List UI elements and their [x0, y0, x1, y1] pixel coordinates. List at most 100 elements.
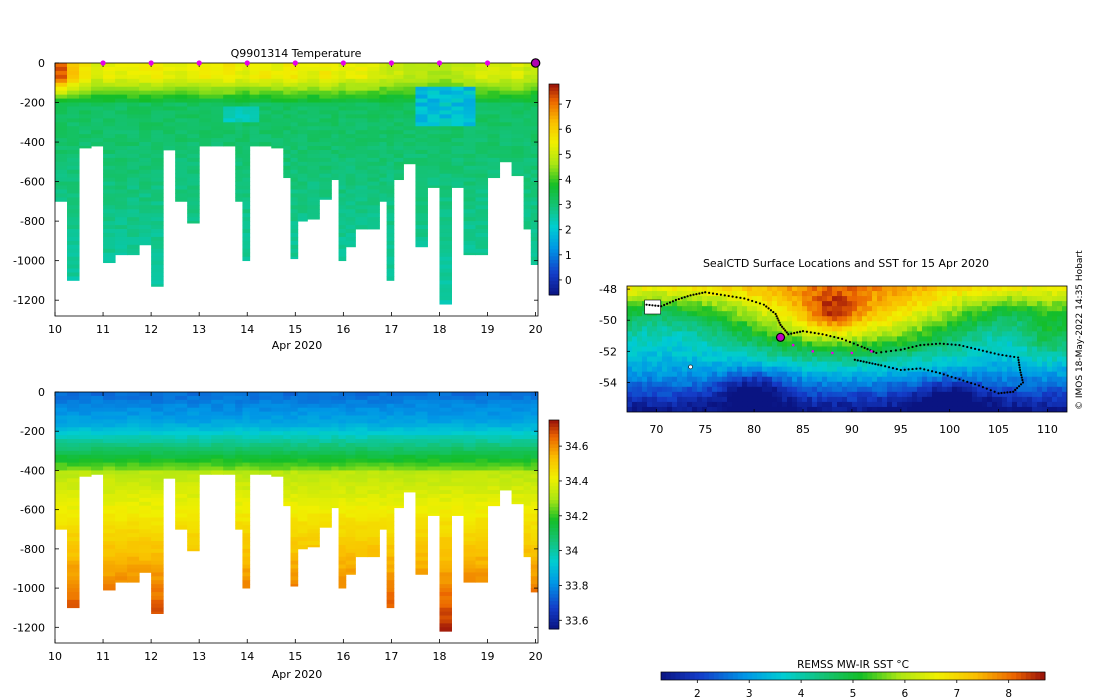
salinity-cell [338, 517, 347, 522]
sst-cell [757, 326, 763, 332]
salinity-cell [367, 466, 380, 471]
salinity-cell [367, 439, 380, 444]
temperature-cell [475, 153, 489, 159]
salinity-cell [511, 482, 525, 487]
temperature-cell [523, 114, 532, 119]
salinity-cell [139, 395, 152, 401]
temperature-cell [475, 118, 489, 123]
sst-cell [727, 301, 733, 307]
salinity-cell [103, 442, 116, 448]
temperature-cell [331, 165, 340, 171]
salinity-cell [319, 497, 332, 503]
salinity-cell [338, 521, 347, 526]
salinity-cell [523, 450, 532, 456]
sst-cell [922, 326, 928, 332]
salinity-cell [463, 478, 477, 483]
x-tick-label: 20 [529, 650, 543, 663]
sst-cell [777, 311, 783, 317]
temperature-cell [290, 134, 299, 139]
temperature-cell [427, 142, 440, 147]
temperature-cell [297, 193, 308, 198]
salinity-cell [115, 517, 128, 522]
sst-cell [657, 356, 663, 363]
temperature-cell [103, 240, 116, 246]
salinity-cell [523, 403, 532, 409]
colorbar-segment [549, 277, 559, 282]
sst-cell [887, 341, 893, 348]
sst-cell [667, 311, 673, 317]
sst-cell [1027, 291, 1033, 297]
colorbar-segment [549, 287, 559, 292]
salinity-cell [386, 442, 395, 448]
temperature-cell [223, 74, 236, 80]
temperature-cell [283, 78, 291, 84]
sst-cell [992, 296, 998, 302]
sst-cell [692, 341, 698, 348]
temperature-cell [151, 260, 164, 266]
sst-cell [1022, 331, 1028, 337]
sst-cell [692, 286, 698, 292]
sst-cell [927, 316, 933, 322]
temperature-cell [499, 118, 513, 123]
sst-cell [967, 346, 973, 353]
salinity-cell [319, 450, 332, 456]
temperature-cell [163, 82, 176, 88]
sst-cell [962, 301, 968, 307]
temperature-cell [439, 229, 452, 234]
temperature-cell [355, 122, 368, 127]
sst-cell [642, 321, 648, 327]
sst-cell [1057, 306, 1063, 312]
salinity-cell [163, 446, 176, 452]
salinity-cell [386, 599, 395, 605]
salinity-cell [511, 454, 525, 460]
temperature-cell [187, 205, 200, 210]
temperature-cell [103, 189, 116, 194]
salinity-cell [290, 568, 299, 573]
temperature-cell [338, 256, 347, 262]
temperature-cell [415, 240, 428, 246]
temperature-cell [91, 118, 104, 123]
temperature-cell [163, 94, 176, 99]
salinity-cell [499, 415, 513, 420]
salinity-cell [511, 411, 525, 416]
sst-cell [907, 301, 913, 307]
sst-cell [772, 351, 778, 358]
temperature-cell [487, 110, 501, 115]
colorbar-segment [549, 203, 559, 208]
salinity-cell [487, 407, 501, 413]
sst-cell [707, 286, 713, 292]
temperature-cell [511, 63, 525, 68]
temperature-cell [530, 209, 538, 214]
temperature-cell [386, 260, 395, 266]
salinity-cell [345, 556, 356, 562]
temperature-cell [67, 70, 80, 76]
sst-cell [1037, 311, 1043, 317]
sst-cell [687, 336, 693, 343]
y-tick-label: -200 [20, 425, 45, 438]
temperature-cell [499, 66, 513, 72]
temperature-cell [530, 169, 538, 175]
temperature-cell [355, 173, 368, 179]
temperature-cell [235, 177, 243, 182]
temperature-cell [127, 169, 140, 175]
salinity-cell [55, 493, 68, 499]
salinity-cell [139, 435, 152, 440]
temperature-cell [67, 252, 80, 258]
salinity-cell [331, 454, 340, 460]
salinity-cell [127, 556, 140, 562]
sst-cell [712, 346, 718, 353]
temperature-cell [393, 78, 404, 84]
sst-cell [847, 321, 853, 327]
temperature-cell [79, 90, 92, 96]
salinity-cell [297, 493, 308, 499]
salinity-cell [439, 474, 452, 479]
temperature-cell [475, 114, 489, 119]
salinity-cell [463, 450, 477, 456]
sst-cell [957, 346, 963, 353]
sst-cell [922, 286, 928, 292]
salinity-cell [415, 497, 428, 503]
salinity-cell [151, 435, 164, 440]
salinity-cell [242, 442, 251, 448]
sst-cell [942, 296, 948, 302]
sst-cell [812, 326, 818, 332]
